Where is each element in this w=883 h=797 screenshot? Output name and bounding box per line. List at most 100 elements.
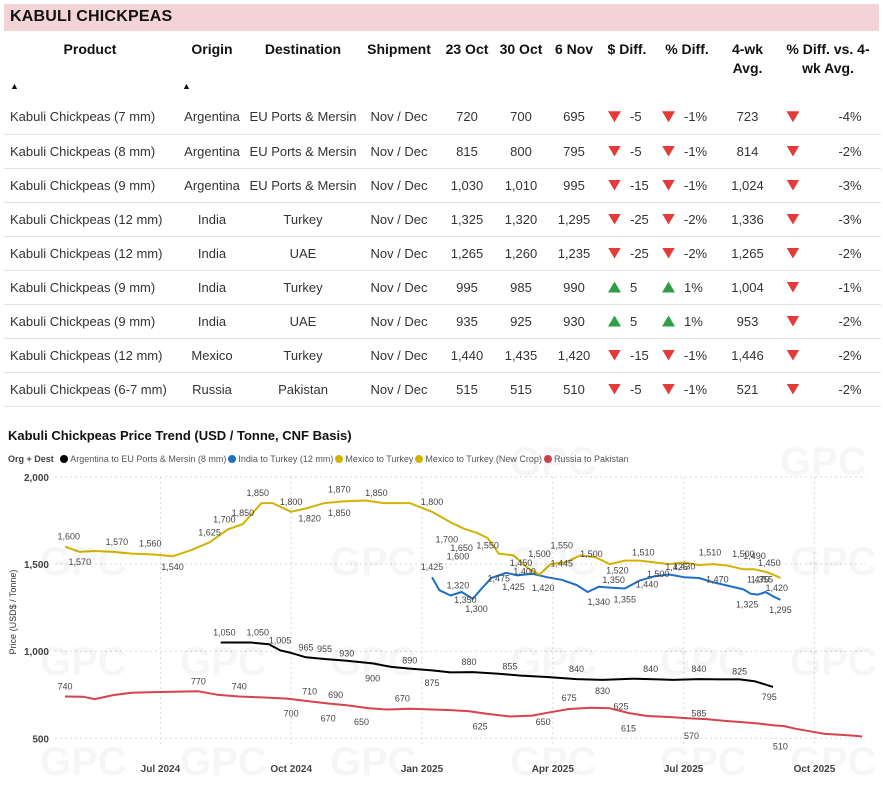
data-label: 840 xyxy=(691,664,706,674)
cell-30oct: 1,320 xyxy=(494,202,548,237)
triangle-down-icon xyxy=(608,179,621,191)
cell-destination: Turkey xyxy=(248,338,358,373)
data-label: 670 xyxy=(395,694,410,704)
cell-product: Kabuli Chickpeas (8 mm) xyxy=(4,134,176,169)
cell-4wk-avg: 953 xyxy=(720,304,775,339)
cell-pct-diff: -1% xyxy=(654,168,720,203)
cell-6nov: 1,235 xyxy=(548,236,600,271)
cell-6nov: 1,295 xyxy=(548,202,600,237)
triangle-down-icon xyxy=(608,145,621,157)
cell-pct-vs-avg: -4% xyxy=(775,100,881,135)
triangle-down-icon xyxy=(662,213,675,225)
title-bar: KABULI CHICKPEAS xyxy=(4,4,879,31)
triangle-down-icon xyxy=(608,213,621,225)
col-pct-vs-avg[interactable]: % Diff. vs. 4- wk Avg. xyxy=(786,41,870,76)
data-label: 1,320 xyxy=(447,580,470,590)
cell-6nov: 695 xyxy=(548,100,600,135)
data-label: 1,550 xyxy=(476,540,499,550)
data-label: 1,475 xyxy=(487,573,510,583)
cell-usd-diff: -15 xyxy=(600,168,654,203)
data-label: 1,430 xyxy=(673,561,696,571)
cell-4wk-avg: 521 xyxy=(720,372,775,407)
legend-dot-icon xyxy=(415,455,424,463)
usd-diff-value: -5 xyxy=(630,143,642,159)
cell-4wk-avg: 1,265 xyxy=(720,236,775,271)
cell-pct-diff: 1% xyxy=(654,270,720,305)
legend-item[interactable]: India to Turkey (12 mm) xyxy=(228,454,333,464)
data-label: 1,440 xyxy=(636,580,659,590)
col-product[interactable]: Product ▲ xyxy=(4,38,176,100)
col-23oct[interactable]: 23 Oct xyxy=(445,41,489,57)
legend-item[interactable]: Argentina to EU Ports & Mersin (8 mm) xyxy=(60,454,226,464)
col-30oct[interactable]: 30 Oct xyxy=(499,41,543,57)
legend-item[interactable]: Mexico to Turkey xyxy=(335,454,413,464)
triangle-down-icon xyxy=(608,111,621,123)
sort-up-icon[interactable]: ▲ xyxy=(182,81,191,91)
pct-diff-value: -1% xyxy=(684,143,708,159)
data-label: 1,600 xyxy=(447,552,470,562)
data-label: 1,325 xyxy=(736,600,759,610)
data-label: 1,500 xyxy=(732,549,755,559)
pct-vs-avg-value: -3% xyxy=(838,177,862,193)
cell-shipment: Nov / Dec xyxy=(358,100,440,135)
col-shipment[interactable]: Shipment xyxy=(367,41,431,57)
data-label: 1,050 xyxy=(213,627,236,637)
cell-product: Kabuli Chickpeas (6-7 mm) xyxy=(4,372,176,407)
legend-item[interactable]: Russia to Pakistan xyxy=(543,454,629,464)
pct-vs-avg-value: -2% xyxy=(838,381,862,397)
cell-origin: Russia xyxy=(176,372,248,407)
series-line xyxy=(431,571,781,601)
data-label: 1,850 xyxy=(246,488,269,498)
pct-diff-value: 1% xyxy=(684,313,703,329)
data-label: 1,300 xyxy=(465,604,488,614)
col-usd-diff[interactable]: $ Diff. xyxy=(607,41,647,57)
cell-6nov: 510 xyxy=(548,372,600,407)
legend-item[interactable]: Mexico to Turkey (New Crop) xyxy=(415,454,542,464)
cell-usd-diff: 5 xyxy=(600,270,654,305)
usd-diff-value: -15 xyxy=(630,347,649,363)
col-4wk-avg[interactable]: 4-wk Avg. xyxy=(731,41,764,76)
cell-shipment: Nov / Dec xyxy=(358,338,440,373)
cell-pct-vs-avg: -3% xyxy=(775,168,881,203)
cell-30oct: 1,010 xyxy=(494,168,548,203)
triangle-down-icon xyxy=(786,145,800,157)
data-label: 1,445 xyxy=(550,559,573,569)
data-label: 890 xyxy=(402,655,417,665)
data-label: 1,470 xyxy=(747,574,770,584)
triangle-down-icon xyxy=(786,111,800,123)
cell-product: Kabuli Chickpeas (12 mm) xyxy=(4,338,176,373)
table-row: Kabuli Chickpeas (7 mm) Argentina EU Ports… xyxy=(4,100,881,135)
cell-4wk-avg: 1,336 xyxy=(720,202,775,237)
cell-destination: Turkey xyxy=(248,270,358,305)
data-label: 1,340 xyxy=(588,597,611,607)
cell-pct-vs-avg: -2% xyxy=(775,338,881,373)
data-label: 710 xyxy=(302,687,317,697)
data-label: 1,520 xyxy=(606,566,629,576)
col-origin[interactable]: Origin ▲ xyxy=(176,38,248,100)
cell-30oct: 515 xyxy=(494,372,548,407)
cell-4wk-avg: 1,024 xyxy=(720,168,775,203)
col-destination[interactable]: Destination xyxy=(264,41,342,57)
cell-product: Kabuli Chickpeas (9 mm) xyxy=(4,168,176,203)
sort-up-icon[interactable]: ▲ xyxy=(10,81,19,91)
data-label: 650 xyxy=(536,717,551,727)
cell-origin: India xyxy=(176,236,248,271)
y-tick-label: 2,000 xyxy=(24,473,49,484)
pct-vs-avg-value: -2% xyxy=(838,347,862,363)
cell-23oct: 1,325 xyxy=(440,202,494,237)
table-row: Kabuli Chickpeas (9 mm) India Turkey Nov / … xyxy=(4,270,881,305)
data-label: 1,350 xyxy=(454,595,477,605)
legend-label: Russia to Pakistan xyxy=(553,454,629,464)
col-6nov[interactable]: 6 Nov xyxy=(554,41,594,57)
legend-dot-icon xyxy=(335,455,344,463)
cell-pct-vs-avg: -2% xyxy=(775,236,881,271)
col-pct-diff[interactable]: % Diff. xyxy=(665,41,709,57)
legend-dot-icon xyxy=(228,455,237,463)
data-label: 1,470 xyxy=(706,574,729,584)
data-label: 1,820 xyxy=(298,513,321,523)
triangle-down-icon xyxy=(786,247,800,259)
table-row: Kabuli Chickpeas (12 mm) India Turkey Nov /… xyxy=(4,202,881,237)
data-label: 1,425 xyxy=(421,562,444,572)
data-label: 1,625 xyxy=(198,527,221,537)
table-row: Kabuli Chickpeas (9 mm) India UAE Nov / Dec… xyxy=(4,304,881,339)
